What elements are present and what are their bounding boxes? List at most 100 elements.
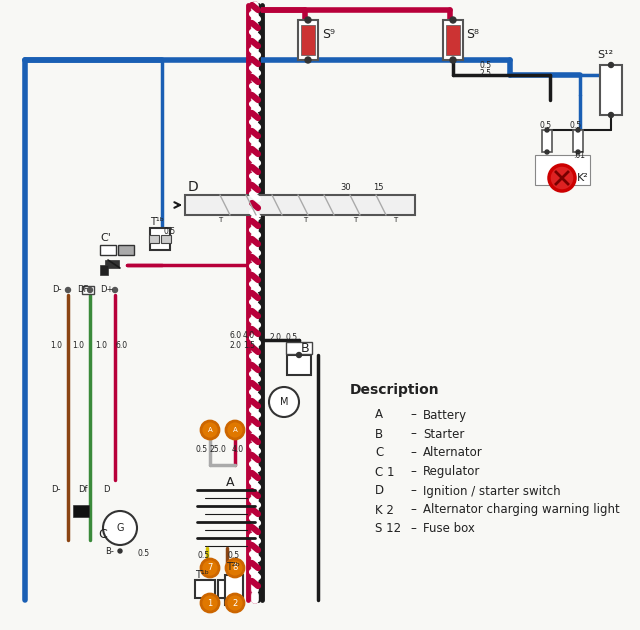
- Circle shape: [201, 594, 219, 612]
- Text: 8: 8: [232, 563, 237, 573]
- Text: D: D: [103, 486, 109, 495]
- Text: K²: K²: [577, 173, 589, 183]
- Text: Description: Description: [350, 383, 440, 397]
- Text: Df: Df: [78, 486, 88, 495]
- Circle shape: [450, 57, 456, 63]
- Bar: [100, 265, 108, 275]
- Text: 1.5: 1.5: [243, 340, 255, 350]
- Text: C 1: C 1: [375, 466, 394, 479]
- Text: C: C: [375, 447, 383, 459]
- Text: A: A: [375, 408, 383, 421]
- Circle shape: [65, 287, 70, 292]
- Text: 7: 7: [207, 563, 212, 573]
- Text: Starter: Starter: [423, 428, 465, 440]
- Circle shape: [118, 549, 122, 553]
- Text: S¹²: S¹²: [597, 50, 613, 60]
- Bar: [298, 20, 318, 60]
- Circle shape: [269, 387, 299, 417]
- Circle shape: [609, 62, 614, 67]
- Circle shape: [113, 287, 118, 292]
- Text: D+: D+: [100, 285, 113, 294]
- Text: 15: 15: [373, 183, 383, 192]
- Circle shape: [226, 559, 244, 577]
- Text: 2.5: 2.5: [480, 69, 492, 77]
- Text: 0.5: 0.5: [539, 120, 551, 130]
- Text: 0.5: 0.5: [195, 445, 207, 454]
- Bar: [118, 245, 134, 255]
- Bar: [150, 228, 170, 250]
- Bar: [287, 355, 311, 375]
- Text: T: T: [393, 217, 397, 223]
- Text: Battery: Battery: [423, 408, 467, 421]
- Text: –: –: [410, 522, 416, 536]
- Circle shape: [545, 150, 549, 154]
- Text: 0.5: 0.5: [163, 227, 175, 236]
- Text: A: A: [207, 427, 212, 433]
- Bar: [185, 195, 415, 215]
- Circle shape: [305, 17, 311, 23]
- Bar: [82, 286, 94, 294]
- Text: B: B: [375, 428, 383, 440]
- Circle shape: [576, 150, 580, 154]
- Circle shape: [201, 559, 219, 577]
- Text: Alternator charging warning light: Alternator charging warning light: [423, 503, 620, 517]
- Bar: [600, 65, 622, 115]
- Text: Regulator: Regulator: [423, 466, 481, 479]
- Text: –: –: [410, 408, 416, 421]
- Text: T¹ᵇ: T¹ᵇ: [150, 217, 164, 227]
- Text: Fuse box: Fuse box: [423, 522, 475, 536]
- Text: 0.5: 0.5: [228, 551, 240, 561]
- Text: 2.0: 2.0: [230, 340, 242, 350]
- Text: S⁸: S⁸: [466, 28, 479, 42]
- Text: 25.0: 25.0: [210, 445, 227, 454]
- Text: 1.0: 1.0: [95, 340, 107, 350]
- Text: T: T: [258, 217, 262, 223]
- Text: 30: 30: [340, 183, 351, 192]
- Circle shape: [450, 17, 456, 23]
- Bar: [100, 245, 116, 255]
- Circle shape: [576, 128, 580, 132]
- Text: 6.0: 6.0: [230, 331, 242, 340]
- Text: –: –: [410, 484, 416, 498]
- Bar: [195, 580, 215, 598]
- Text: 1.0: 1.0: [72, 340, 84, 350]
- Text: T¹ᵇ: T¹ᵇ: [195, 570, 209, 580]
- Text: B-: B-: [105, 546, 114, 556]
- Text: 0.5: 0.5: [285, 333, 297, 341]
- Text: K 2: K 2: [375, 503, 394, 517]
- Text: T: T: [303, 217, 307, 223]
- Bar: [286, 342, 312, 354]
- Text: M: M: [280, 397, 288, 407]
- Text: D-: D-: [52, 285, 61, 294]
- Circle shape: [226, 421, 244, 439]
- Text: D-: D-: [51, 486, 61, 495]
- Circle shape: [88, 287, 93, 292]
- Text: –: –: [410, 428, 416, 440]
- Bar: [573, 130, 583, 152]
- Text: 4.0: 4.0: [232, 445, 244, 454]
- Circle shape: [103, 511, 137, 545]
- Circle shape: [609, 113, 614, 118]
- Text: 0.5: 0.5: [480, 60, 492, 69]
- Text: Ignition / starter switch: Ignition / starter switch: [423, 484, 561, 498]
- Text: –: –: [410, 466, 416, 479]
- Text: 2.0: 2.0: [270, 333, 282, 341]
- Text: S⁹: S⁹: [322, 28, 335, 42]
- Text: 4.0: 4.0: [243, 331, 255, 340]
- Text: Alternator: Alternator: [423, 447, 483, 459]
- Text: A: A: [226, 476, 234, 488]
- Text: 1.0: 1.0: [50, 340, 62, 350]
- Bar: [161, 235, 171, 243]
- Circle shape: [545, 128, 549, 132]
- Bar: [301, 25, 315, 55]
- Text: 2: 2: [232, 598, 237, 607]
- Bar: [446, 25, 460, 55]
- Bar: [218, 580, 238, 598]
- Text: 0.5: 0.5: [198, 551, 210, 561]
- Text: 0.5: 0.5: [138, 549, 150, 559]
- Circle shape: [201, 421, 219, 439]
- Text: T²ᵇ: T²ᵇ: [226, 562, 240, 572]
- Bar: [73, 505, 89, 517]
- Text: 6.0: 6.0: [115, 340, 127, 350]
- Text: B: B: [301, 341, 309, 355]
